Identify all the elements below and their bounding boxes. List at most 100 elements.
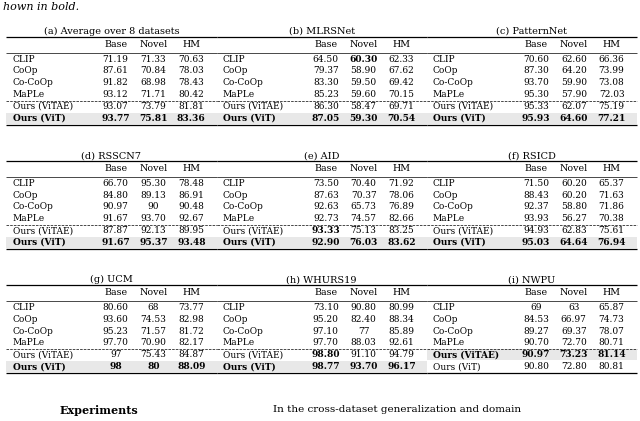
FancyBboxPatch shape — [427, 349, 637, 360]
Text: 95.30: 95.30 — [523, 90, 549, 99]
Text: CoOp: CoOp — [433, 191, 458, 200]
FancyBboxPatch shape — [216, 237, 427, 248]
Text: Co-CoOp: Co-CoOp — [223, 78, 264, 87]
Text: 64.64: 64.64 — [559, 238, 588, 247]
Text: 71.57: 71.57 — [141, 327, 166, 336]
Text: Novel: Novel — [349, 40, 378, 49]
Text: Ours (ViTAE): Ours (ViTAE) — [13, 350, 73, 359]
Text: 97.70: 97.70 — [103, 338, 129, 347]
Text: 65.73: 65.73 — [351, 203, 376, 211]
Text: 75.61: 75.61 — [598, 226, 625, 235]
Text: 78.43: 78.43 — [179, 78, 204, 87]
Text: 83.25: 83.25 — [388, 226, 414, 235]
Text: 78.48: 78.48 — [179, 179, 204, 188]
Text: 63: 63 — [568, 303, 579, 312]
Text: Ours (ViT): Ours (ViT) — [433, 114, 486, 123]
Text: 70.63: 70.63 — [179, 55, 204, 64]
Text: (h) WHURS19: (h) WHURS19 — [286, 275, 357, 284]
Text: 87.61: 87.61 — [103, 67, 129, 75]
Text: (d) RSSCN7: (d) RSSCN7 — [81, 151, 141, 160]
Text: 93.70: 93.70 — [349, 362, 378, 371]
Text: MaPLe: MaPLe — [13, 214, 45, 223]
Text: 66.97: 66.97 — [561, 315, 587, 324]
Text: 66.70: 66.70 — [103, 179, 129, 188]
Text: 90.48: 90.48 — [179, 203, 204, 211]
Text: MaPLe: MaPLe — [223, 214, 255, 223]
Text: 60.30: 60.30 — [349, 55, 378, 64]
Text: 64.60: 64.60 — [559, 114, 588, 123]
Text: 85.23: 85.23 — [313, 90, 339, 99]
Text: Co-CoOp: Co-CoOp — [13, 203, 54, 211]
Text: Co-CoOp: Co-CoOp — [433, 327, 474, 336]
Text: 68.98: 68.98 — [141, 78, 166, 87]
Text: 65.37: 65.37 — [598, 179, 625, 188]
Text: Ours (ViT): Ours (ViT) — [433, 362, 481, 371]
Text: Ours (ViTAE): Ours (ViTAE) — [223, 226, 283, 235]
Text: 97.10: 97.10 — [313, 327, 339, 336]
Text: 67.62: 67.62 — [388, 67, 414, 75]
Text: Ours (ViTAE): Ours (ViTAE) — [433, 102, 493, 111]
Text: 90.80: 90.80 — [523, 362, 549, 371]
Text: 91.10: 91.10 — [351, 350, 376, 359]
Text: Ours (ViT): Ours (ViT) — [13, 114, 65, 123]
Text: MaPLe: MaPLe — [13, 90, 45, 99]
Text: 82.66: 82.66 — [388, 214, 414, 223]
Text: Base: Base — [524, 164, 547, 173]
Text: 90.80: 90.80 — [351, 303, 376, 312]
Text: 92.67: 92.67 — [179, 214, 204, 223]
FancyBboxPatch shape — [6, 237, 216, 248]
Text: 80.60: 80.60 — [103, 303, 129, 312]
Text: 95.93: 95.93 — [522, 114, 550, 123]
Text: 70.54: 70.54 — [387, 114, 415, 123]
Text: 95.30: 95.30 — [141, 179, 166, 188]
Text: 70.37: 70.37 — [351, 191, 376, 200]
Text: 93.70: 93.70 — [523, 78, 549, 87]
Text: 80.42: 80.42 — [179, 90, 204, 99]
Text: 71.86: 71.86 — [598, 203, 625, 211]
Text: Co-CoOp: Co-CoOp — [433, 203, 474, 211]
Text: 62.07: 62.07 — [561, 102, 587, 111]
Text: CoOp: CoOp — [13, 315, 38, 324]
Text: Novel: Novel — [140, 288, 168, 297]
Text: 75.13: 75.13 — [351, 226, 376, 235]
Text: CLIP: CLIP — [433, 55, 456, 64]
Text: 71.71: 71.71 — [141, 90, 166, 99]
Text: 90.97: 90.97 — [103, 203, 129, 211]
Text: Novel: Novel — [349, 288, 378, 297]
Text: 73.99: 73.99 — [598, 67, 625, 75]
Text: Co-CoOp: Co-CoOp — [13, 78, 54, 87]
Text: 91.67: 91.67 — [101, 238, 130, 247]
Text: CLIP: CLIP — [223, 303, 246, 312]
Text: 80: 80 — [147, 362, 160, 371]
Text: 93.48: 93.48 — [177, 238, 205, 247]
Text: 98.77: 98.77 — [312, 362, 340, 371]
Text: 77: 77 — [358, 327, 369, 336]
Text: 74.53: 74.53 — [141, 315, 166, 324]
Text: 73.79: 73.79 — [141, 102, 166, 111]
Text: Ours (ViTAE): Ours (ViTAE) — [13, 226, 73, 235]
Text: 88.43: 88.43 — [523, 191, 549, 200]
Text: 88.34: 88.34 — [388, 315, 414, 324]
Text: 57.90: 57.90 — [561, 90, 587, 99]
Text: 80.71: 80.71 — [598, 338, 625, 347]
Text: 69.42: 69.42 — [388, 78, 414, 87]
Text: 98: 98 — [109, 362, 122, 371]
Text: 91.82: 91.82 — [103, 78, 129, 87]
Text: 68: 68 — [148, 303, 159, 312]
Text: 74.57: 74.57 — [351, 214, 376, 223]
FancyBboxPatch shape — [216, 112, 427, 124]
Text: CLIP: CLIP — [13, 179, 35, 188]
Text: 97.70: 97.70 — [313, 338, 339, 347]
Text: Novel: Novel — [140, 164, 168, 173]
Text: (i) NWPU: (i) NWPU — [508, 275, 556, 284]
Text: Ours (ViTAE): Ours (ViTAE) — [433, 226, 493, 235]
Text: HM: HM — [603, 164, 621, 173]
Text: 92.63: 92.63 — [313, 203, 339, 211]
Text: 91.67: 91.67 — [103, 214, 129, 223]
Text: Novel: Novel — [349, 164, 378, 173]
Text: 71.33: 71.33 — [141, 55, 166, 64]
Text: 81.81: 81.81 — [179, 102, 204, 111]
Text: 92.73: 92.73 — [313, 214, 339, 223]
Text: 93.77: 93.77 — [101, 114, 130, 123]
Text: 89.95: 89.95 — [179, 226, 204, 235]
